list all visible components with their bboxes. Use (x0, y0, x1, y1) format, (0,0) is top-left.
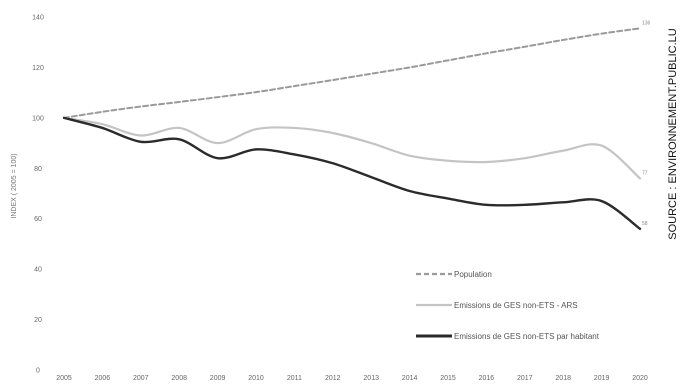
x-tick-label: 2014 (402, 375, 418, 382)
legend-label-population: Population (454, 270, 492, 279)
x-tick-label: 2006 (95, 375, 111, 382)
y-axis-label: INDEX ( 2005 = 100) (11, 153, 18, 218)
x-tick-label: 2010 (248, 375, 264, 382)
x-tick-label: 2007 (133, 375, 149, 382)
y-tick-label: 140 (32, 15, 44, 22)
end-label-per_capita: 58 (642, 221, 648, 227)
x-tick-label: 2005 (56, 375, 72, 382)
x-tick-label: 2013 (363, 375, 379, 382)
y-tick-label: 0 (36, 368, 40, 375)
y-tick-label: 100 (32, 115, 44, 122)
y-tick-label: 120 (32, 65, 44, 72)
series-line-population (63, 27, 641, 119)
x-tick-label: 2016 (479, 375, 495, 382)
legend: Population Emissions de GES non-ETS - ARS… (416, 270, 600, 341)
source-group: SOURCE : ENVIRONNEMENT.PUBLIC.LU (667, 28, 679, 240)
x-tick-label: 2020 (632, 375, 648, 382)
series-line-per_capita (62, 116, 642, 230)
x-axis-ticks: 2005 2006 2007 2008 2009 2010 2011 2012 2013 2014… (56, 375, 648, 382)
x-tick-label: 2017 (517, 375, 533, 382)
x-tick-label: 2015 (440, 375, 456, 382)
source-label: SOURCE : ENVIRONNEMENT.PUBLIC.LU (667, 28, 679, 240)
x-tick-label: 2012 (325, 375, 341, 382)
legend-label-ars: Emissions de GES non-ETS - ARS (454, 301, 578, 310)
end-labels: 136 77 58 (642, 20, 651, 226)
x-tick-label: 2009 (210, 375, 226, 382)
end-label-population: 136 (642, 20, 651, 26)
y-tick-label: 60 (34, 216, 42, 223)
series-lines (62, 27, 642, 230)
x-tick-label: 2019 (594, 375, 610, 382)
series-line-ars (62, 116, 642, 180)
y-tick-label: 20 (34, 317, 42, 324)
end-label-ars: 77 (642, 170, 648, 176)
y-axis-label-group: INDEX ( 2005 = 100) (11, 153, 18, 218)
legend-label-per_capita: Emissions de GES non-ETS par habitant (454, 332, 600, 341)
x-tick-label: 2011 (287, 375, 302, 382)
y-tick-label: 80 (34, 166, 42, 173)
x-tick-label: 2008 (171, 375, 187, 382)
y-axis-ticks: 0 20 40 60 80 100 120 140 (32, 15, 44, 375)
y-tick-label: 40 (34, 267, 42, 274)
x-tick-label: 2018 (555, 375, 571, 382)
